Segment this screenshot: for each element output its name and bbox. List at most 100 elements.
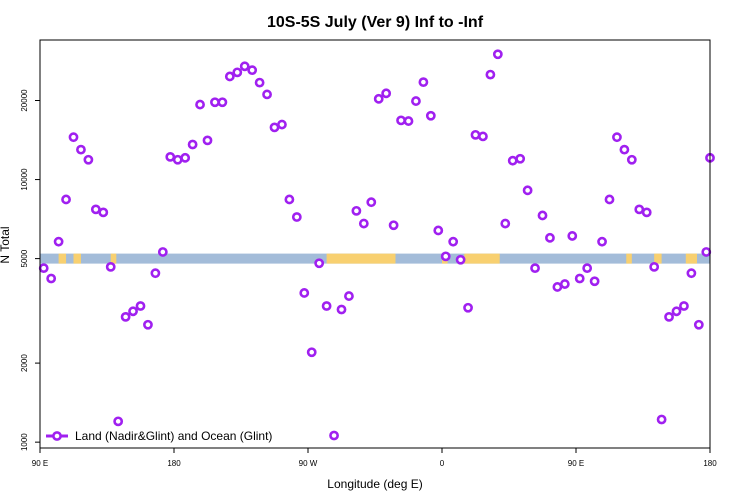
data-point — [522, 185, 533, 196]
data-point — [299, 288, 310, 298]
data-point — [321, 301, 332, 311]
y-axis-label: N Total — [0, 226, 12, 263]
x-axis: 90 E 180 90 W 0 90 E 180 — [32, 448, 717, 468]
x-tick-label: 180 — [167, 459, 181, 468]
data-point — [507, 155, 518, 166]
data-point — [61, 194, 71, 205]
data-point — [537, 210, 548, 221]
data-point — [210, 97, 220, 108]
data-point — [38, 263, 49, 274]
data-point — [262, 89, 272, 100]
data-point — [470, 129, 481, 140]
data-point — [448, 236, 459, 247]
data-point — [83, 154, 94, 165]
y-tick-label: 1000 — [20, 433, 29, 451]
data-point — [135, 301, 146, 311]
data-point — [373, 93, 384, 104]
y-tick-label: 20000 — [20, 89, 29, 112]
data-point — [552, 282, 563, 292]
data-point — [701, 247, 712, 257]
data-point — [545, 232, 555, 243]
data-point — [224, 71, 235, 82]
data-point — [239, 61, 250, 72]
plot-frame — [39, 39, 711, 449]
land-segment — [110, 253, 117, 264]
data-point — [403, 116, 414, 126]
data-point — [679, 301, 689, 311]
data-point — [425, 110, 436, 121]
data-point — [500, 218, 511, 229]
data-point — [649, 261, 660, 272]
data-point — [366, 197, 377, 208]
data-point — [202, 135, 213, 146]
data-point — [165, 151, 176, 162]
data-point — [559, 279, 570, 289]
data-point — [336, 304, 347, 315]
data-point — [671, 306, 682, 317]
data-point — [455, 254, 466, 265]
data-point — [604, 194, 615, 205]
data-point — [626, 154, 637, 165]
data-point — [232, 67, 243, 78]
data-point — [98, 207, 109, 218]
chart-title: 10S-5S July (Ver 9) Inf to -Inf — [267, 14, 484, 31]
legend-marker — [52, 431, 62, 441]
data-point — [143, 319, 153, 330]
data-point — [411, 96, 421, 106]
data-point — [187, 139, 198, 150]
data-point — [351, 205, 362, 216]
x-axis-label: Longitude (deg E) — [327, 477, 422, 491]
data-point — [574, 273, 585, 284]
data-point — [634, 204, 645, 215]
data-point — [46, 273, 57, 284]
data-point — [291, 212, 302, 222]
x-tick-label: 180 — [703, 459, 717, 468]
data-point — [567, 231, 578, 241]
x-tick-label: 90 E — [568, 459, 584, 468]
series-points — [38, 49, 715, 441]
land-segment — [654, 253, 662, 264]
data-point — [686, 268, 697, 279]
data-point — [485, 69, 496, 80]
data-point — [589, 276, 600, 287]
land-ocean-band — [40, 253, 710, 264]
land-segment — [626, 253, 632, 264]
data-point — [90, 204, 101, 215]
data-point — [358, 218, 369, 229]
data-point — [478, 131, 488, 142]
data-point — [664, 311, 674, 322]
data-point — [247, 65, 258, 76]
data-point — [440, 251, 451, 262]
data-point — [314, 258, 325, 269]
data-point — [582, 263, 593, 274]
data-point — [492, 49, 503, 60]
data-point — [172, 154, 183, 165]
y-tick-label: 2000 — [20, 354, 29, 372]
x-tick-label: 90 E — [32, 459, 48, 468]
land-segment — [326, 253, 396, 264]
data-point — [388, 220, 399, 231]
data-point — [396, 115, 406, 126]
data-point — [254, 77, 265, 88]
data-point — [612, 132, 622, 143]
data-point — [381, 88, 392, 99]
data-point — [641, 207, 652, 218]
data-point — [344, 291, 354, 301]
x-tick-label: 0 — [440, 459, 445, 468]
data-point — [113, 416, 124, 427]
data-point — [150, 268, 161, 279]
data-point — [180, 152, 191, 163]
data-point — [433, 225, 444, 236]
land-segment — [464, 253, 500, 264]
data-point — [217, 97, 228, 108]
data-point — [597, 236, 607, 247]
data-point — [105, 261, 116, 272]
y-axis: 1000 2000 5000 10000 20000 — [20, 89, 40, 451]
data-point — [269, 122, 280, 133]
data-point — [329, 430, 339, 441]
data-point — [68, 132, 79, 143]
data-point — [284, 194, 295, 205]
legend-label: Land (Nadir&Glint) and Ocean (Glint) — [75, 429, 272, 443]
data-point — [53, 236, 64, 247]
